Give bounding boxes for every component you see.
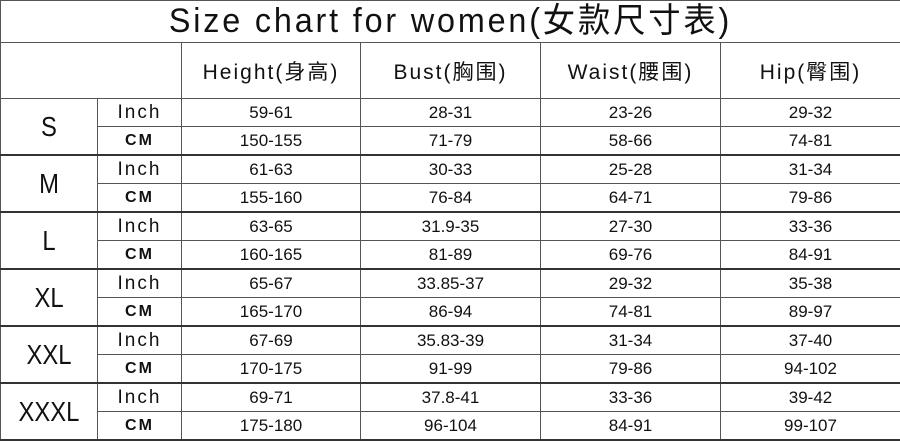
height-value: 69-71 xyxy=(182,383,361,412)
chart-title-text: Size chart for women(女款尺寸表) xyxy=(23,1,877,42)
unit-label: CM xyxy=(98,127,182,156)
height-value: 160-165 xyxy=(182,241,361,270)
bust-value: 81-89 xyxy=(361,241,541,270)
unit-label: CM xyxy=(98,412,182,441)
size-label: L xyxy=(1,212,98,269)
height-value: 67-69 xyxy=(182,326,361,355)
waist-value: 31-34 xyxy=(541,326,721,355)
bust-value: 76-84 xyxy=(361,184,541,213)
waist-value: 84-91 xyxy=(541,412,721,441)
hip-value: 74-81 xyxy=(721,127,900,156)
bust-value: 33.85-37 xyxy=(361,269,541,298)
waist-value: 69-76 xyxy=(541,241,721,270)
unit-label: Inch xyxy=(98,99,182,127)
height-value: 175-180 xyxy=(182,412,361,441)
header-waist: Waist(腰围) xyxy=(541,43,721,99)
waist-value: 29-32 xyxy=(541,269,721,298)
waist-value: 33-36 xyxy=(541,383,721,412)
bust-value: 28-31 xyxy=(361,99,541,127)
bust-value: 96-104 xyxy=(361,412,541,441)
height-value: 165-170 xyxy=(182,298,361,327)
waist-value: 23-26 xyxy=(541,99,721,127)
unit-label: Inch xyxy=(98,383,182,412)
height-value: 150-155 xyxy=(182,127,361,156)
waist-value: 64-71 xyxy=(541,184,721,213)
unit-label: CM xyxy=(98,184,182,213)
hip-value: 35-38 xyxy=(721,269,900,298)
size-label-text: M xyxy=(8,168,90,200)
height-value: 59-61 xyxy=(182,99,361,127)
height-value: 63-65 xyxy=(182,212,361,241)
size-label: S xyxy=(1,99,98,156)
size-label-text: XL xyxy=(8,282,90,314)
height-value: 170-175 xyxy=(182,355,361,384)
unit-label: Inch xyxy=(98,269,182,298)
height-value: 155-160 xyxy=(182,184,361,213)
waist-value: 25-28 xyxy=(541,155,721,184)
header-bust: Bust(胸围) xyxy=(361,43,541,99)
hip-value: 84-91 xyxy=(721,241,900,270)
waist-value: 27-30 xyxy=(541,212,721,241)
hip-value: 39-42 xyxy=(721,383,900,412)
waist-value: 79-86 xyxy=(541,355,721,384)
bust-value: 37.8-41 xyxy=(361,383,541,412)
size-label-text: S xyxy=(8,111,90,143)
bust-value: 71-79 xyxy=(361,127,541,156)
unit-label: Inch xyxy=(98,155,182,184)
bust-value: 35.83-39 xyxy=(361,326,541,355)
size-label-text: XXL xyxy=(8,339,90,371)
size-label: XL xyxy=(1,269,98,326)
header-hip: Hip(臀围) xyxy=(721,43,900,99)
bust-value: 91-99 xyxy=(361,355,541,384)
size-label: XXXL xyxy=(1,383,98,440)
bust-value: 31.9-35 xyxy=(361,212,541,241)
chart-title: Size chart for women(女款尺寸表) xyxy=(1,1,900,43)
bust-value: 30-33 xyxy=(361,155,541,184)
unit-label: Inch xyxy=(98,326,182,355)
height-value: 61-63 xyxy=(182,155,361,184)
size-label-text: XXXL xyxy=(8,396,90,428)
header-row: Height(身高) Bust(胸围) Waist(腰围) Hip(臀围) xyxy=(1,43,900,99)
hip-value: 89-97 xyxy=(721,298,900,327)
hip-value: 29-32 xyxy=(721,99,900,127)
size-label-text: L xyxy=(8,225,90,257)
waist-value: 74-81 xyxy=(541,298,721,327)
waist-value: 58-66 xyxy=(541,127,721,156)
hip-value: 33-36 xyxy=(721,212,900,241)
hip-value: 94-102 xyxy=(721,355,900,384)
hip-value: 99-107 xyxy=(721,412,900,441)
unit-label: Inch xyxy=(98,212,182,241)
header-blank xyxy=(1,43,182,99)
header-height: Height(身高) xyxy=(182,43,361,99)
size-label: M xyxy=(1,155,98,212)
size-label: XXL xyxy=(1,326,98,383)
unit-label: CM xyxy=(98,298,182,327)
bust-value: 86-94 xyxy=(361,298,541,327)
hip-value: 79-86 xyxy=(721,184,900,213)
height-value: 65-67 xyxy=(182,269,361,298)
unit-label: CM xyxy=(98,241,182,270)
hip-value: 37-40 xyxy=(721,326,900,355)
unit-label: CM xyxy=(98,355,182,384)
hip-value: 31-34 xyxy=(721,155,900,184)
